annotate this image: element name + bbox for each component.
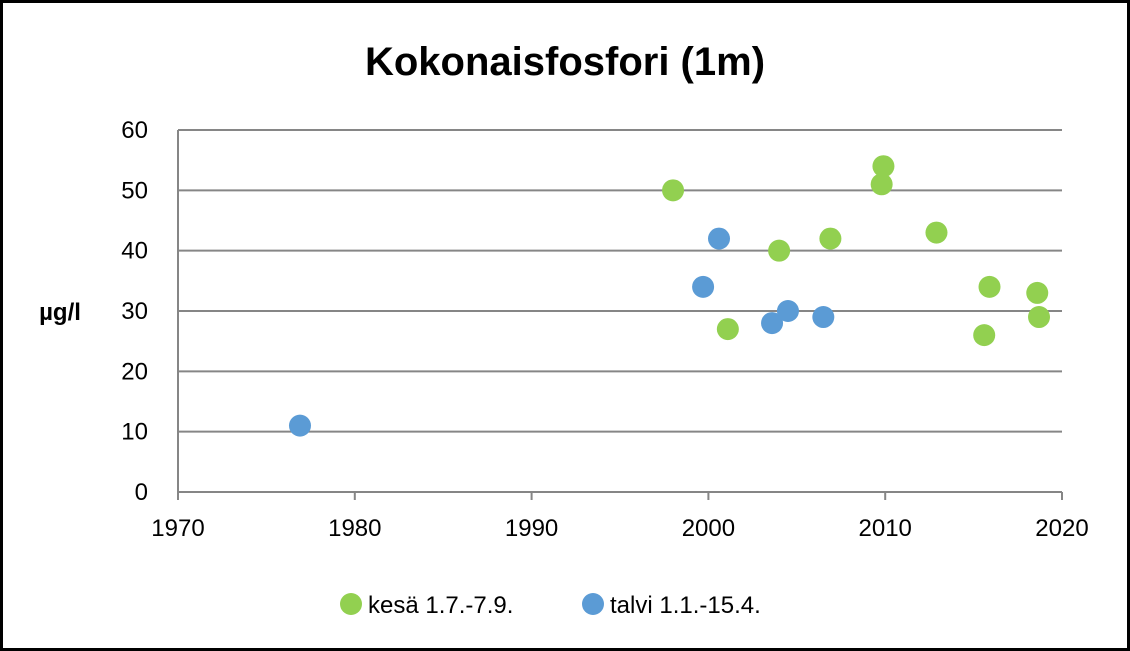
legend-label-series-0: kesä 1.7.-7.9. <box>368 592 513 619</box>
y-tick-label: 40 <box>121 238 148 265</box>
data-point-series-0 <box>870 173 893 196</box>
y-tick-label: 10 <box>121 419 148 446</box>
y-tick-label: 30 <box>121 298 148 325</box>
y-axis-label: µg/l <box>39 299 81 326</box>
data-point-series-1 <box>761 312 784 335</box>
legend: kesä 1.7.-7.9. talvi 1.1.-15.4. <box>340 592 761 619</box>
y-tick-label: 20 <box>121 358 148 385</box>
data-point-series-0 <box>1028 306 1051 329</box>
data-point-series-1 <box>692 275 715 298</box>
data-point-series-0 <box>716 318 739 341</box>
data-point-series-0 <box>662 179 685 202</box>
legend-marker-series-0 <box>340 593 362 615</box>
data-point-series-0 <box>768 239 791 262</box>
legend-marker-series-1 <box>582 593 604 615</box>
x-tick-label: 2000 <box>682 515 735 542</box>
y-tick-label: 60 <box>121 117 148 144</box>
data-point-series-0 <box>872 155 895 178</box>
x-tick-label: 1980 <box>328 515 381 542</box>
data-point-series-0 <box>973 324 996 347</box>
data-point-series-0 <box>819 227 842 250</box>
data-point-series-1 <box>812 306 835 329</box>
x-tick-label: 1990 <box>505 515 558 542</box>
y-tick-label: 50 <box>121 177 148 204</box>
tick-labels: 0 10 20 30 40 50 60 1970 1980 1990 2000 2010 2020 <box>121 117 1088 542</box>
data-point-series-1 <box>708 227 731 250</box>
x-tick-label: 2010 <box>859 515 912 542</box>
y-tick-label: 0 <box>135 479 148 506</box>
data-point-series-1 <box>288 414 311 437</box>
data-point-series-0 <box>1026 281 1049 304</box>
data-point-series-0 <box>925 221 948 244</box>
data-point-series-0 <box>978 275 1001 298</box>
data-point-series-1 <box>776 300 799 322</box>
axes <box>177 130 1063 500</box>
chart-title: Kokonaisfosfori (1m) <box>365 40 765 84</box>
data-points <box>288 155 1051 437</box>
x-tick-label: 1970 <box>151 515 204 542</box>
x-tick-label: 2020 <box>1035 515 1088 542</box>
gridlines <box>178 129 1062 433</box>
legend-label-series-1: talvi 1.1.-15.4. <box>610 592 761 619</box>
